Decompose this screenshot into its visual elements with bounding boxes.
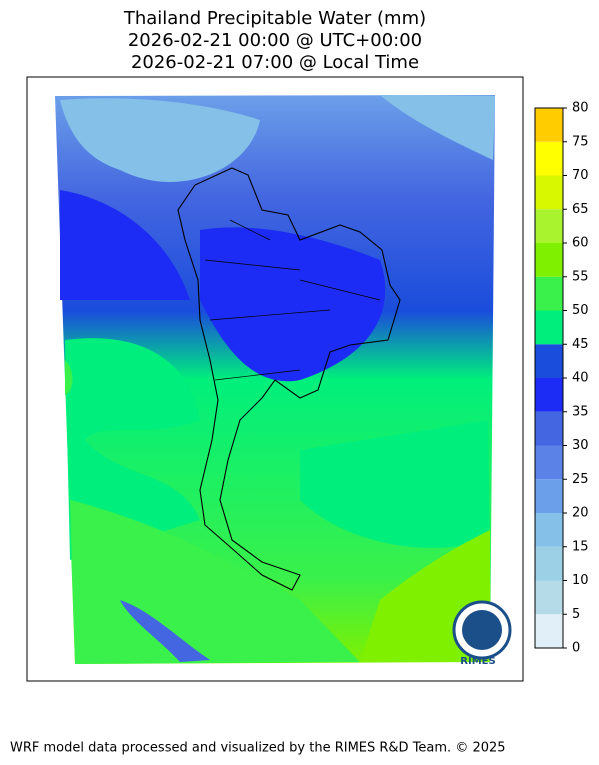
title-line: 2026-02-21 00:00 @ UTC+00:00 bbox=[128, 30, 422, 51]
colorbar-tick-label: 5 bbox=[572, 607, 580, 622]
colorbar-tick-label: 55 bbox=[572, 269, 589, 284]
colorbar-bin bbox=[535, 141, 563, 176]
logo-label: RIMES bbox=[460, 656, 495, 667]
colorbar-bin bbox=[535, 614, 563, 648]
colorbar-tick-label: 15 bbox=[572, 539, 589, 554]
colorbar-tick-label: 65 bbox=[572, 202, 589, 217]
colorbar-tick-label: 70 bbox=[572, 168, 589, 183]
map-frame bbox=[26, 76, 524, 682]
colorbar-tick-label: 45 bbox=[572, 337, 589, 352]
title-line: Thailand Precipitable Water (mm) bbox=[123, 8, 426, 29]
colorbar: 0 5 10 15 20 25 30 35 40 45 50 55 60 65 70 75 80 bbox=[534, 101, 589, 656]
colorbar-bin bbox=[535, 411, 563, 446]
title-block: Thailand Precipitable Water (mm)2026-02-… bbox=[123, 8, 426, 73]
colorbar-bin bbox=[535, 378, 563, 412]
colorbar-tick-label: 20 bbox=[572, 506, 589, 521]
colorbar-tick-label: 10 bbox=[572, 573, 589, 588]
colorbar-bin bbox=[535, 310, 563, 345]
colorbar-bin bbox=[535, 108, 563, 142]
colorbar-tick-label: 75 bbox=[572, 134, 589, 149]
colorbar-tick-label: 60 bbox=[572, 236, 589, 251]
footer: WRF model data processed and visualized … bbox=[10, 741, 506, 756]
colorbar-bin bbox=[535, 546, 563, 581]
colorbar-bin bbox=[535, 513, 563, 547]
colorbar-tick-label: 40 bbox=[572, 371, 589, 386]
colorbar-tick-label: 80 bbox=[572, 101, 589, 116]
colorbar-bin bbox=[535, 445, 563, 480]
colorbar-bin bbox=[535, 276, 563, 311]
colorbar-bin bbox=[535, 209, 563, 243]
map bbox=[55, 95, 495, 664]
logo: RIMES bbox=[452, 600, 512, 667]
colorbar-bin bbox=[535, 479, 563, 513]
colorbar-tick-label: 50 bbox=[572, 303, 589, 318]
colorbar-bin bbox=[535, 344, 563, 378]
title-line: 2026-02-21 07:00 @ Local Time bbox=[131, 52, 419, 73]
colorbar-tick-label: 35 bbox=[572, 404, 589, 419]
colorbar-bin bbox=[535, 580, 563, 615]
colorbar-tick-label: 0 bbox=[572, 641, 580, 656]
colorbar-bin bbox=[535, 243, 563, 277]
colorbar-tick-label: 30 bbox=[572, 438, 589, 453]
colorbar-bin bbox=[535, 175, 563, 210]
colorbar-tick-label: 25 bbox=[572, 472, 589, 487]
